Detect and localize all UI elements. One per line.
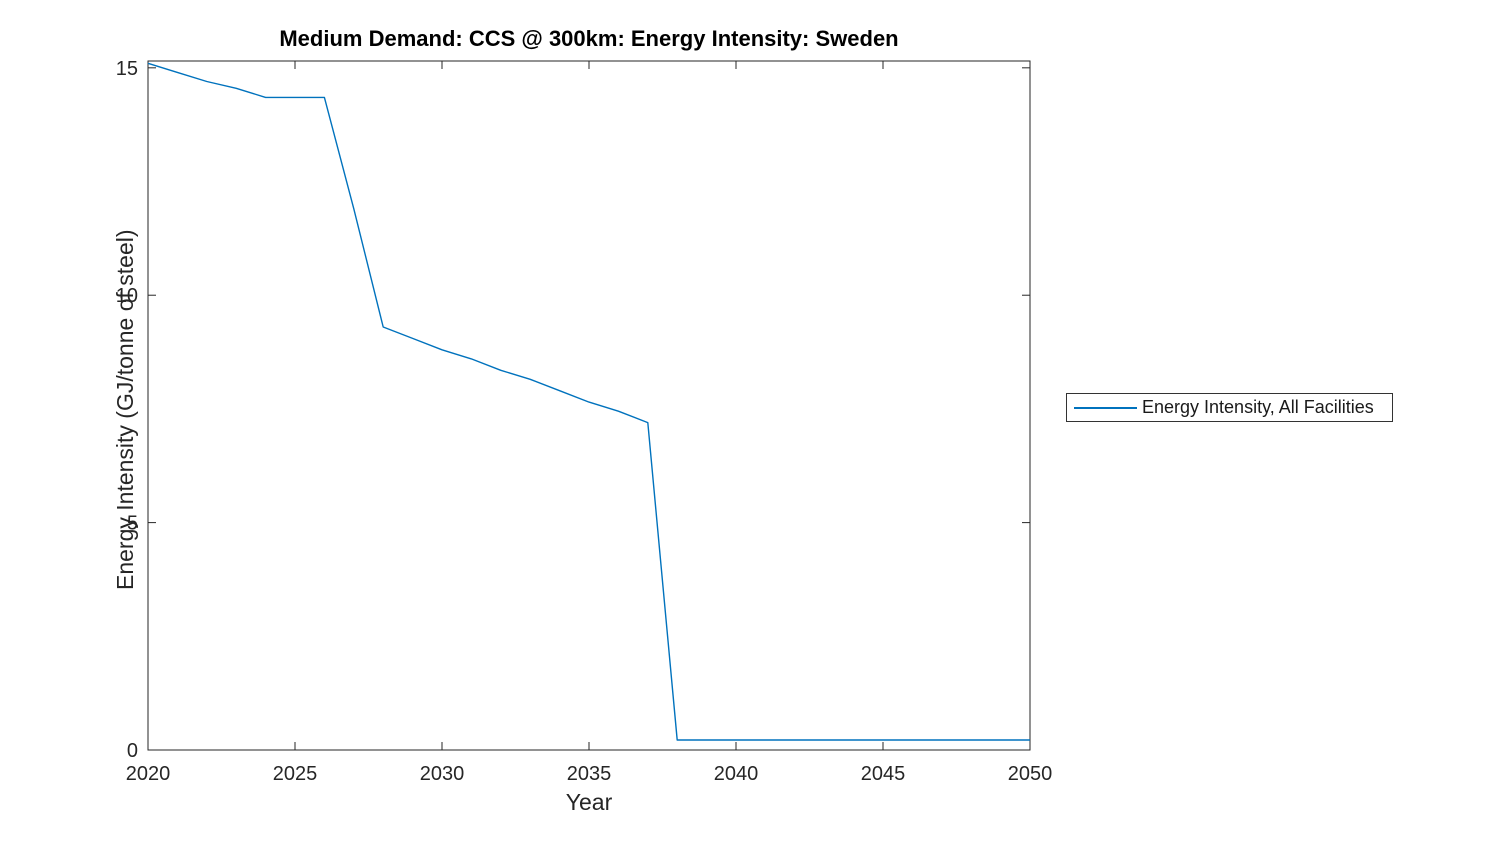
y-tick-label: 15: [116, 58, 138, 80]
x-tick-label: 2020: [126, 763, 171, 785]
x-tick-label: 2040: [714, 763, 759, 785]
x-tick-label: 2045: [861, 763, 906, 785]
y-tick-label: 5: [127, 513, 138, 535]
x-tick-label: 2030: [420, 763, 465, 785]
legend-line-sample-icon: [1074, 406, 1137, 409]
x-tick-label: 2025: [273, 763, 318, 785]
energy-intensity-line: [147, 62, 1030, 741]
x-axis-label: Year: [565, 789, 613, 815]
axes-frame: [147, 60, 1031, 751]
x-tick-label: 2035: [567, 763, 612, 785]
legend-entry-label: Energy Intensity, All Facilities: [1142, 397, 1374, 417]
y-tick-label: 0: [127, 740, 138, 762]
chart-title: Medium Demand: CCS @ 300km: Energy Inten…: [279, 26, 899, 51]
y-axis-label: Energy Intensity (GJ/tonne of steel): [112, 229, 138, 590]
legend: Energy Intensity, All Facilities: [1066, 393, 1393, 422]
x-tick-label: 2050: [1008, 763, 1053, 785]
y-tick-label: 10: [116, 285, 138, 307]
